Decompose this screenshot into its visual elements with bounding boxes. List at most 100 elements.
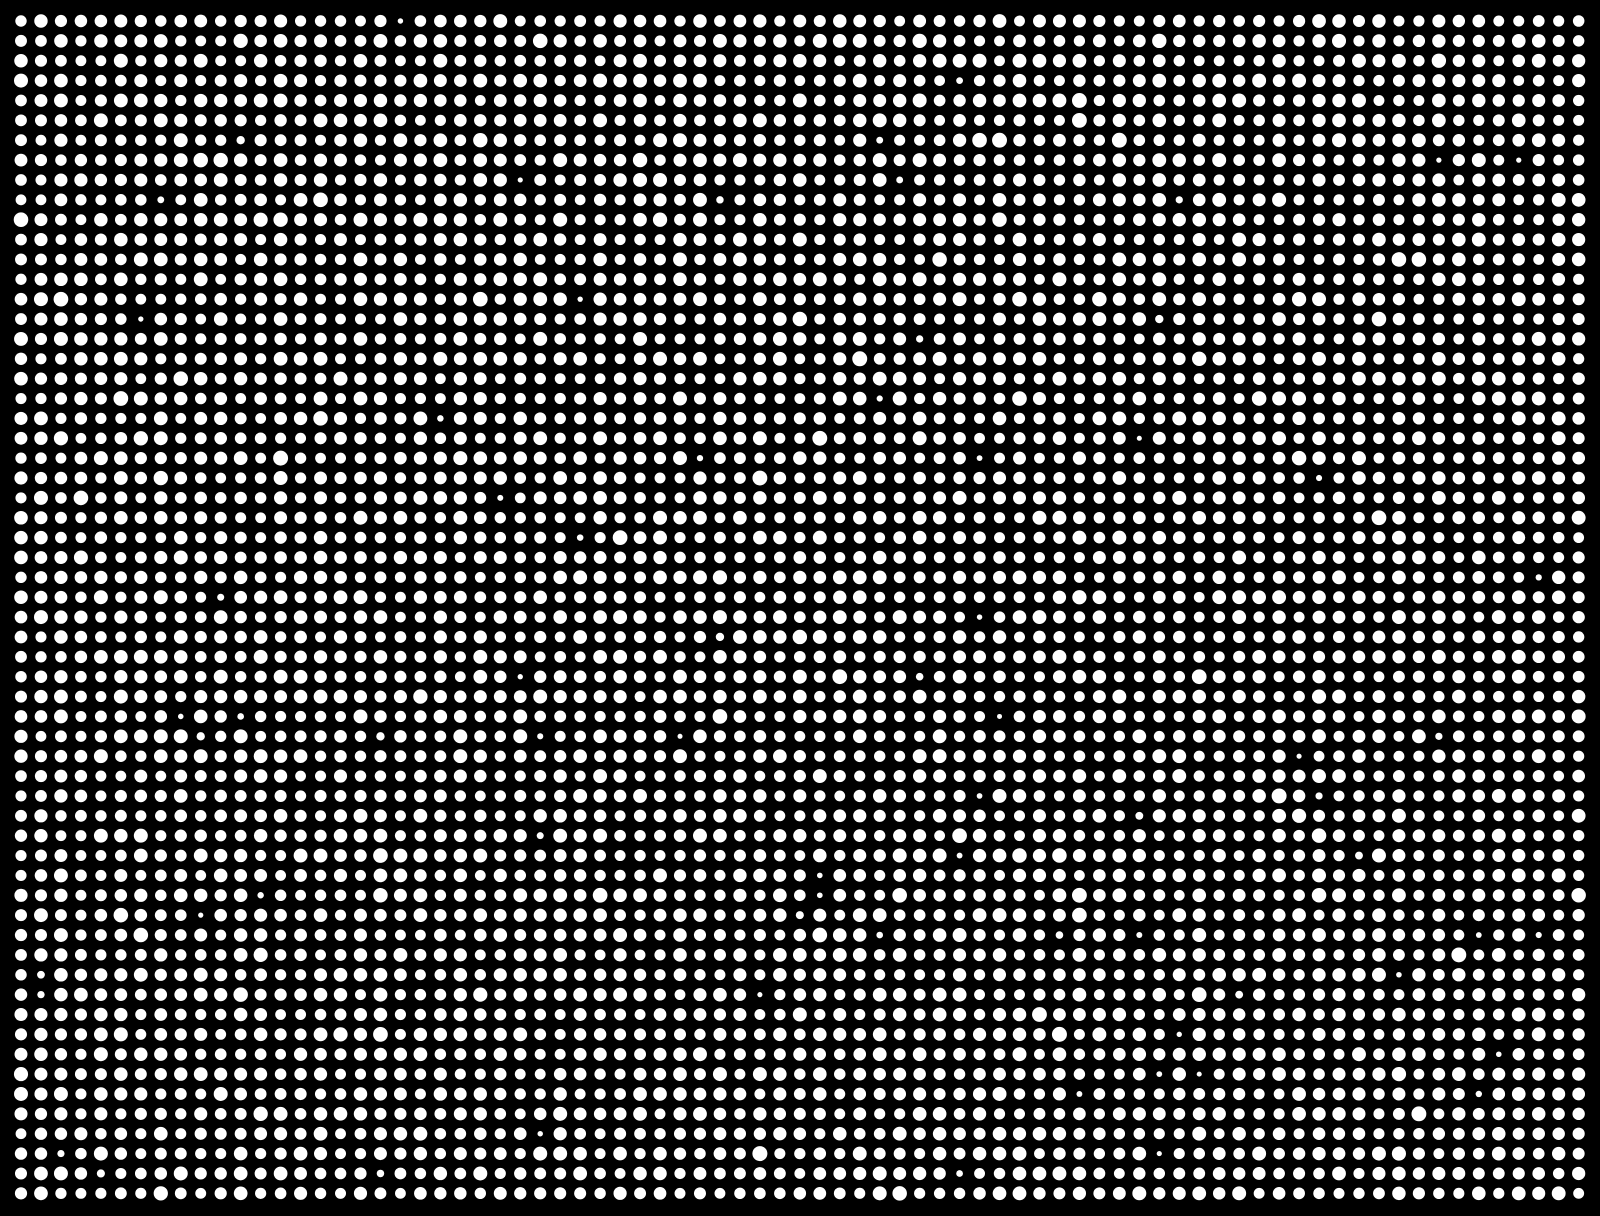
halftone-dot	[333, 630, 348, 644]
halftone-dot	[1213, 690, 1225, 703]
halftone-dot	[1213, 909, 1225, 921]
halftone-dot	[1412, 1167, 1426, 1180]
halftone-dot	[892, 391, 907, 406]
halftone-dot	[74, 1127, 88, 1141]
halftone-dot	[1252, 670, 1266, 684]
halftone-dot	[773, 849, 786, 862]
halftone-dot	[812, 927, 828, 943]
halftone-dot	[614, 829, 626, 842]
halftone-dot	[155, 631, 167, 643]
halftone-dot	[932, 848, 947, 863]
halftone-dot	[952, 133, 967, 147]
halftone-dot	[813, 253, 826, 266]
halftone-dot	[554, 373, 566, 385]
halftone-dot	[1353, 74, 1365, 87]
halftone-dot	[1553, 15, 1565, 27]
halftone-dot	[354, 412, 367, 425]
halftone-dot	[554, 1009, 566, 1020]
halftone-dot	[1013, 889, 1026, 902]
halftone-dot	[1012, 53, 1027, 68]
halftone-dot	[693, 54, 707, 68]
halftone-dot	[1252, 690, 1266, 703]
halftone-dot	[433, 610, 448, 624]
halftone-dot	[74, 1028, 88, 1041]
halftone-dot	[1053, 352, 1066, 365]
halftone-dot	[773, 1048, 786, 1061]
halftone-dot	[1093, 989, 1105, 1001]
halftone-dot	[237, 713, 244, 720]
halftone-dot	[773, 312, 787, 326]
halftone-dot	[1572, 591, 1585, 604]
halftone-dot	[993, 292, 1006, 306]
halftone-dot	[253, 749, 268, 764]
halftone-dot	[794, 353, 806, 365]
halftone-dot	[674, 372, 686, 385]
halftone-dot	[114, 232, 128, 247]
halftone-dot	[1391, 1146, 1406, 1161]
halftone-dot	[1552, 650, 1566, 664]
halftone-dot	[353, 1007, 368, 1022]
halftone-dot	[1013, 710, 1026, 723]
halftone-dot	[273, 450, 289, 466]
halftone-dot	[1232, 352, 1246, 366]
halftone-dot	[334, 471, 347, 485]
halftone-dot	[893, 769, 906, 783]
halftone-dot	[1113, 213, 1126, 226]
halftone-dot	[554, 512, 566, 524]
halftone-dot	[853, 133, 867, 147]
halftone-dot	[633, 968, 647, 981]
halftone-dot	[893, 1166, 907, 1180]
halftone-dot	[315, 293, 327, 305]
halftone-dot	[674, 790, 686, 802]
halftone-dot	[95, 1127, 107, 1140]
halftone-dot	[273, 153, 288, 167]
halftone-dot	[75, 869, 87, 882]
halftone-dot	[1412, 153, 1426, 167]
halftone-dot	[992, 212, 1007, 227]
halftone-dot	[1293, 889, 1305, 902]
halftone-dot	[1435, 732, 1443, 740]
halftone-dot	[533, 272, 548, 287]
halftone-dot	[1432, 74, 1446, 88]
halftone-dot	[274, 293, 287, 306]
halftone-dot	[894, 253, 906, 266]
halftone-dot	[1273, 174, 1285, 186]
halftone-dot	[193, 192, 208, 207]
halftone-dot	[993, 74, 1006, 87]
halftone-dot	[1453, 452, 1465, 464]
halftone-dot	[474, 95, 486, 106]
halftone-dot	[275, 194, 287, 206]
halftone-dot	[514, 849, 527, 862]
halftone-dot	[14, 371, 28, 386]
halftone-dot	[235, 313, 247, 325]
halftone-dot	[974, 194, 986, 206]
halftone-dot	[1453, 631, 1465, 643]
halftone-dot	[1432, 1166, 1446, 1180]
halftone-dot	[914, 254, 926, 265]
halftone-dot	[733, 14, 747, 28]
halftone-dot	[33, 610, 48, 625]
halftone-dot	[513, 888, 528, 903]
halftone-dot	[254, 670, 267, 683]
halftone-dot	[753, 412, 766, 425]
halftone-dot	[1052, 1087, 1066, 1101]
halftone-dot	[254, 868, 268, 882]
halftone-dot	[534, 790, 546, 802]
halftone-dot	[892, 887, 907, 903]
halftone-dot	[294, 472, 307, 484]
halftone-dot	[812, 769, 827, 784]
halftone-dot	[1232, 213, 1246, 227]
halftone-dot	[1093, 94, 1106, 107]
halftone-dot	[1093, 830, 1105, 842]
halftone-dot	[753, 868, 767, 883]
halftone-dot	[473, 471, 487, 485]
halftone-dot	[15, 948, 27, 961]
halftone-dot	[1173, 1107, 1186, 1120]
halftone-dot	[94, 710, 107, 723]
halftone-dot	[733, 849, 746, 862]
halftone-dot	[714, 551, 726, 564]
halftone-dot	[654, 234, 666, 246]
halftone-dot	[754, 551, 766, 564]
halftone-dot	[434, 1107, 447, 1120]
halftone-dot	[173, 888, 188, 903]
